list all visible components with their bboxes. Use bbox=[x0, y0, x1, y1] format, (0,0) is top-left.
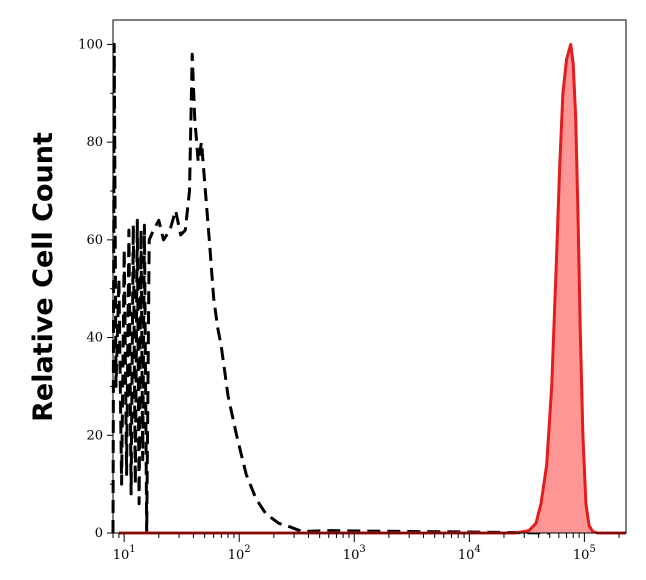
axes-layer bbox=[112, 19, 627, 534]
x-tick-label: 102 bbox=[228, 544, 251, 563]
series-layer bbox=[111, 42, 627, 535]
y-axis-ticks: 0 20 40 60 80 100 bbox=[78, 37, 113, 541]
y-tick-label: 0 bbox=[95, 526, 103, 541]
y-tick-label: 60 bbox=[86, 233, 103, 248]
x-tick-label: 101 bbox=[113, 544, 136, 563]
series-1-fill bbox=[118, 44, 627, 534]
x-axis-ticks: 101 102 103 104 105 bbox=[112, 533, 620, 563]
y-axis-label: Relative Cell Count bbox=[28, 132, 59, 422]
x-tick-label: 105 bbox=[573, 544, 596, 563]
y-tick-label: 100 bbox=[78, 37, 103, 52]
series-0-line bbox=[111, 42, 550, 535]
y-tick-label: 40 bbox=[86, 331, 103, 346]
x-tick-label: 103 bbox=[343, 544, 366, 563]
y-tick-label: 80 bbox=[86, 135, 103, 150]
x-tick-label: 104 bbox=[458, 544, 481, 563]
plot-frame bbox=[112, 19, 627, 534]
y-tick-label: 20 bbox=[86, 428, 103, 443]
series-1-line bbox=[118, 42, 626, 535]
plot-area bbox=[113, 20, 626, 533]
plot-background bbox=[113, 20, 626, 533]
